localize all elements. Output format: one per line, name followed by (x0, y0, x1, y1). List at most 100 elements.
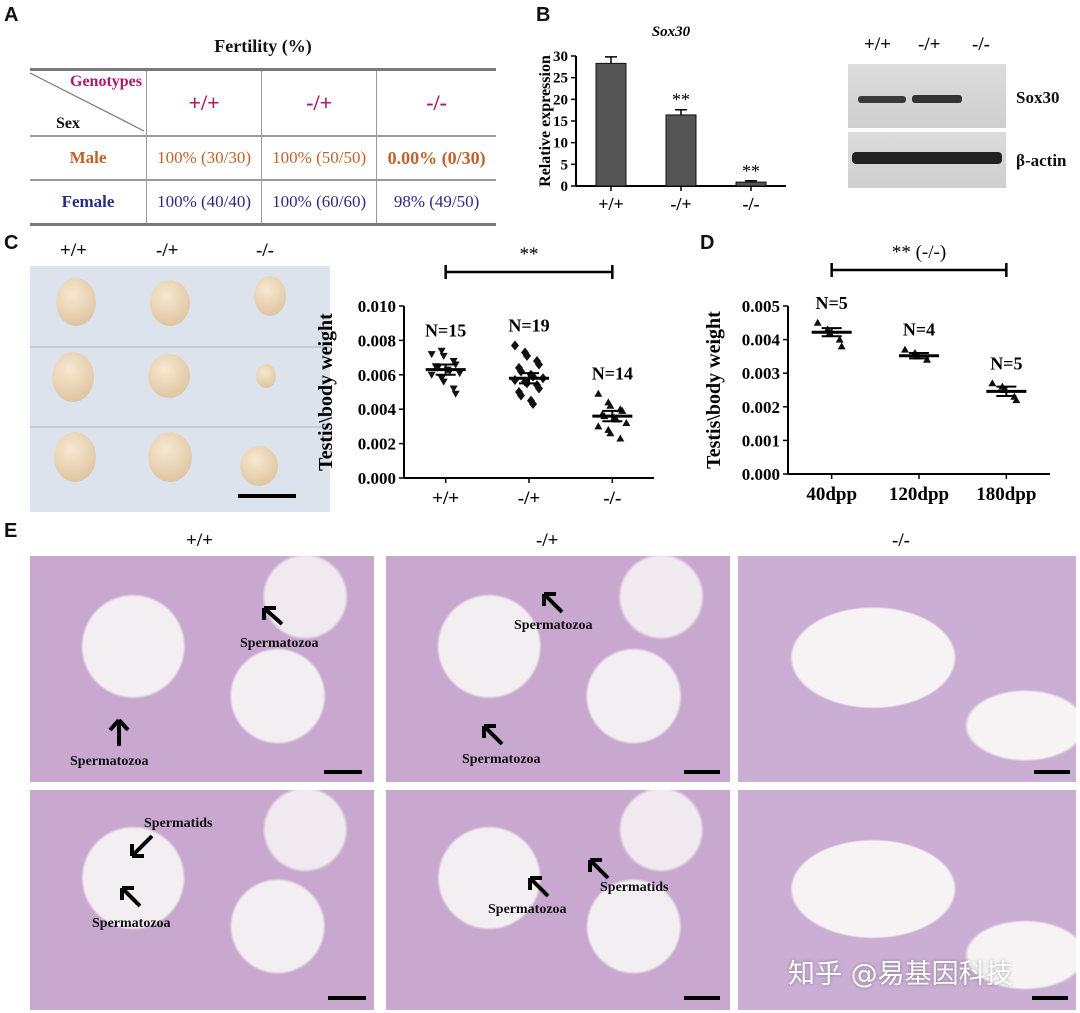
y-tick-label: 5 (561, 157, 569, 173)
testis (54, 432, 96, 482)
testis (52, 352, 94, 402)
histology-image-ko-bottom (738, 790, 1076, 1010)
y-tick-label: 0.000 (358, 469, 396, 488)
table-corner-cell: Genotypes Sex (30, 70, 147, 137)
y-tick-label: 10 (553, 136, 568, 152)
y-tick-label: 0.006 (358, 366, 396, 385)
panel-letter-c: C (4, 232, 19, 254)
band (852, 152, 1002, 164)
table-header-row: Genotypes Sex +/+ -/+ -/- (30, 69, 496, 137)
scale-bar (684, 996, 720, 1000)
y-tick-label: 0.002 (358, 435, 396, 454)
data-point (449, 385, 458, 393)
data-point (813, 318, 822, 326)
blot-sox30-label: Sox30 (1016, 88, 1060, 107)
blot-sox30-image (848, 64, 1006, 128)
histology-column-label: -/- (892, 530, 910, 551)
significance-label: ** (672, 90, 690, 110)
testis-photo (30, 266, 330, 512)
arrow-icon (588, 858, 610, 880)
arrow-icon (108, 718, 130, 746)
data-point (529, 399, 537, 410)
y-tick-label: 0 (561, 179, 569, 195)
y-axis-label: Relative expression (537, 55, 554, 187)
histology-column-label: +/+ (186, 530, 213, 551)
histology-image-ko-top (738, 556, 1076, 782)
spermatids-label: Spermatids (600, 880, 669, 895)
arrow-icon (120, 886, 142, 908)
table-row: Female 100% (40/40) 100% (60/60) 98% (49… (30, 180, 496, 225)
data-point (511, 340, 519, 351)
arrow-icon (482, 724, 504, 746)
data-point (606, 429, 615, 437)
x-tick-label: 180dpp (976, 484, 1036, 505)
genotype-header: -/- (376, 69, 496, 136)
table-cell: 98% (49/50) (376, 180, 496, 225)
n-label: N=4 (903, 320, 935, 340)
corner-sex-label: Sex (56, 115, 80, 132)
data-point (535, 383, 543, 394)
data-point (451, 361, 460, 369)
arrow-icon (262, 606, 284, 626)
y-axis-label: Testis\body weight (704, 311, 725, 469)
y-tick-label: 0.004 (742, 331, 781, 350)
data-point (901, 345, 909, 353)
panel-letter-e: E (4, 520, 18, 542)
data-point (616, 434, 625, 442)
x-tick-label: -/- (743, 194, 760, 210)
x-tick-label: -/+ (670, 194, 691, 210)
divider (30, 426, 330, 428)
x-tick-label: +/+ (432, 488, 459, 509)
genotype-header: +/+ (145, 69, 262, 136)
data-point (439, 378, 448, 386)
bar (665, 114, 697, 187)
y-tick-label: 20 (553, 92, 568, 108)
data-point (606, 401, 615, 409)
data-point (455, 370, 464, 378)
n-label: N=5 (816, 293, 848, 313)
arrow-icon (528, 876, 550, 898)
scale-bar (238, 494, 296, 498)
sex-label-male: Male (69, 148, 107, 167)
data-point (517, 390, 525, 401)
histology-image-wt-bottom: Spermatids Spermatozoa (30, 790, 374, 1010)
spermatozoa-label: Spermatozoa (240, 636, 319, 651)
histology-image-het-top: Spermatozoa Spermatozoa (386, 556, 730, 782)
blot-lane-label: +/+ (864, 34, 891, 55)
bar (595, 62, 627, 187)
table-row: Male 100% (30/30) 100% (50/50) 0.00% (0/… (30, 136, 496, 180)
genotype-header: -/+ (261, 69, 377, 136)
spermatozoa-label: Spermatozoa (92, 916, 171, 931)
y-tick-label: 0.005 (742, 297, 780, 316)
data-point (1012, 396, 1021, 404)
spermatozoa-label: Spermatozoa (70, 754, 149, 769)
histology-column-label: -/+ (536, 530, 559, 551)
table-cell: 100% (40/40) (145, 180, 262, 225)
scale-bar (1032, 996, 1068, 1000)
y-tick-label: 15 (553, 114, 568, 130)
sex-label-female: Female (61, 192, 115, 211)
bar (735, 181, 767, 187)
photo-column-label: -/+ (156, 240, 179, 261)
data-point (427, 351, 436, 359)
testis-weight-genotype-chart: 0.000 0.002 0.004 0.006 0.008 0.010 Testis\bod… (316, 244, 654, 509)
table-cell: 100% (50/50) (261, 136, 377, 180)
data-point (988, 379, 997, 387)
spermatozoa-label: Spermatozoa (488, 902, 567, 917)
scale-bar (1034, 770, 1070, 774)
scale-bar (328, 996, 366, 1000)
testis (148, 354, 190, 398)
y-tick-label: 0.000 (742, 465, 780, 484)
n-label: N=5 (990, 353, 1022, 373)
data-point (594, 422, 603, 430)
table-cell: 0.00% (0/30) (376, 136, 496, 180)
spermatozoa-label: Spermatozoa (462, 752, 541, 767)
y-tick-label: 0.010 (358, 297, 396, 316)
watermark-text: 知乎 @易基因科技 (788, 959, 1013, 990)
y-tick-label: 0.002 (742, 398, 780, 417)
scale-bar (324, 770, 362, 774)
y-tick-label: 0.003 (742, 364, 780, 383)
data-point (523, 350, 531, 361)
x-tick-label: -/+ (518, 488, 540, 509)
x-tick-label: 120dpp (889, 484, 949, 505)
